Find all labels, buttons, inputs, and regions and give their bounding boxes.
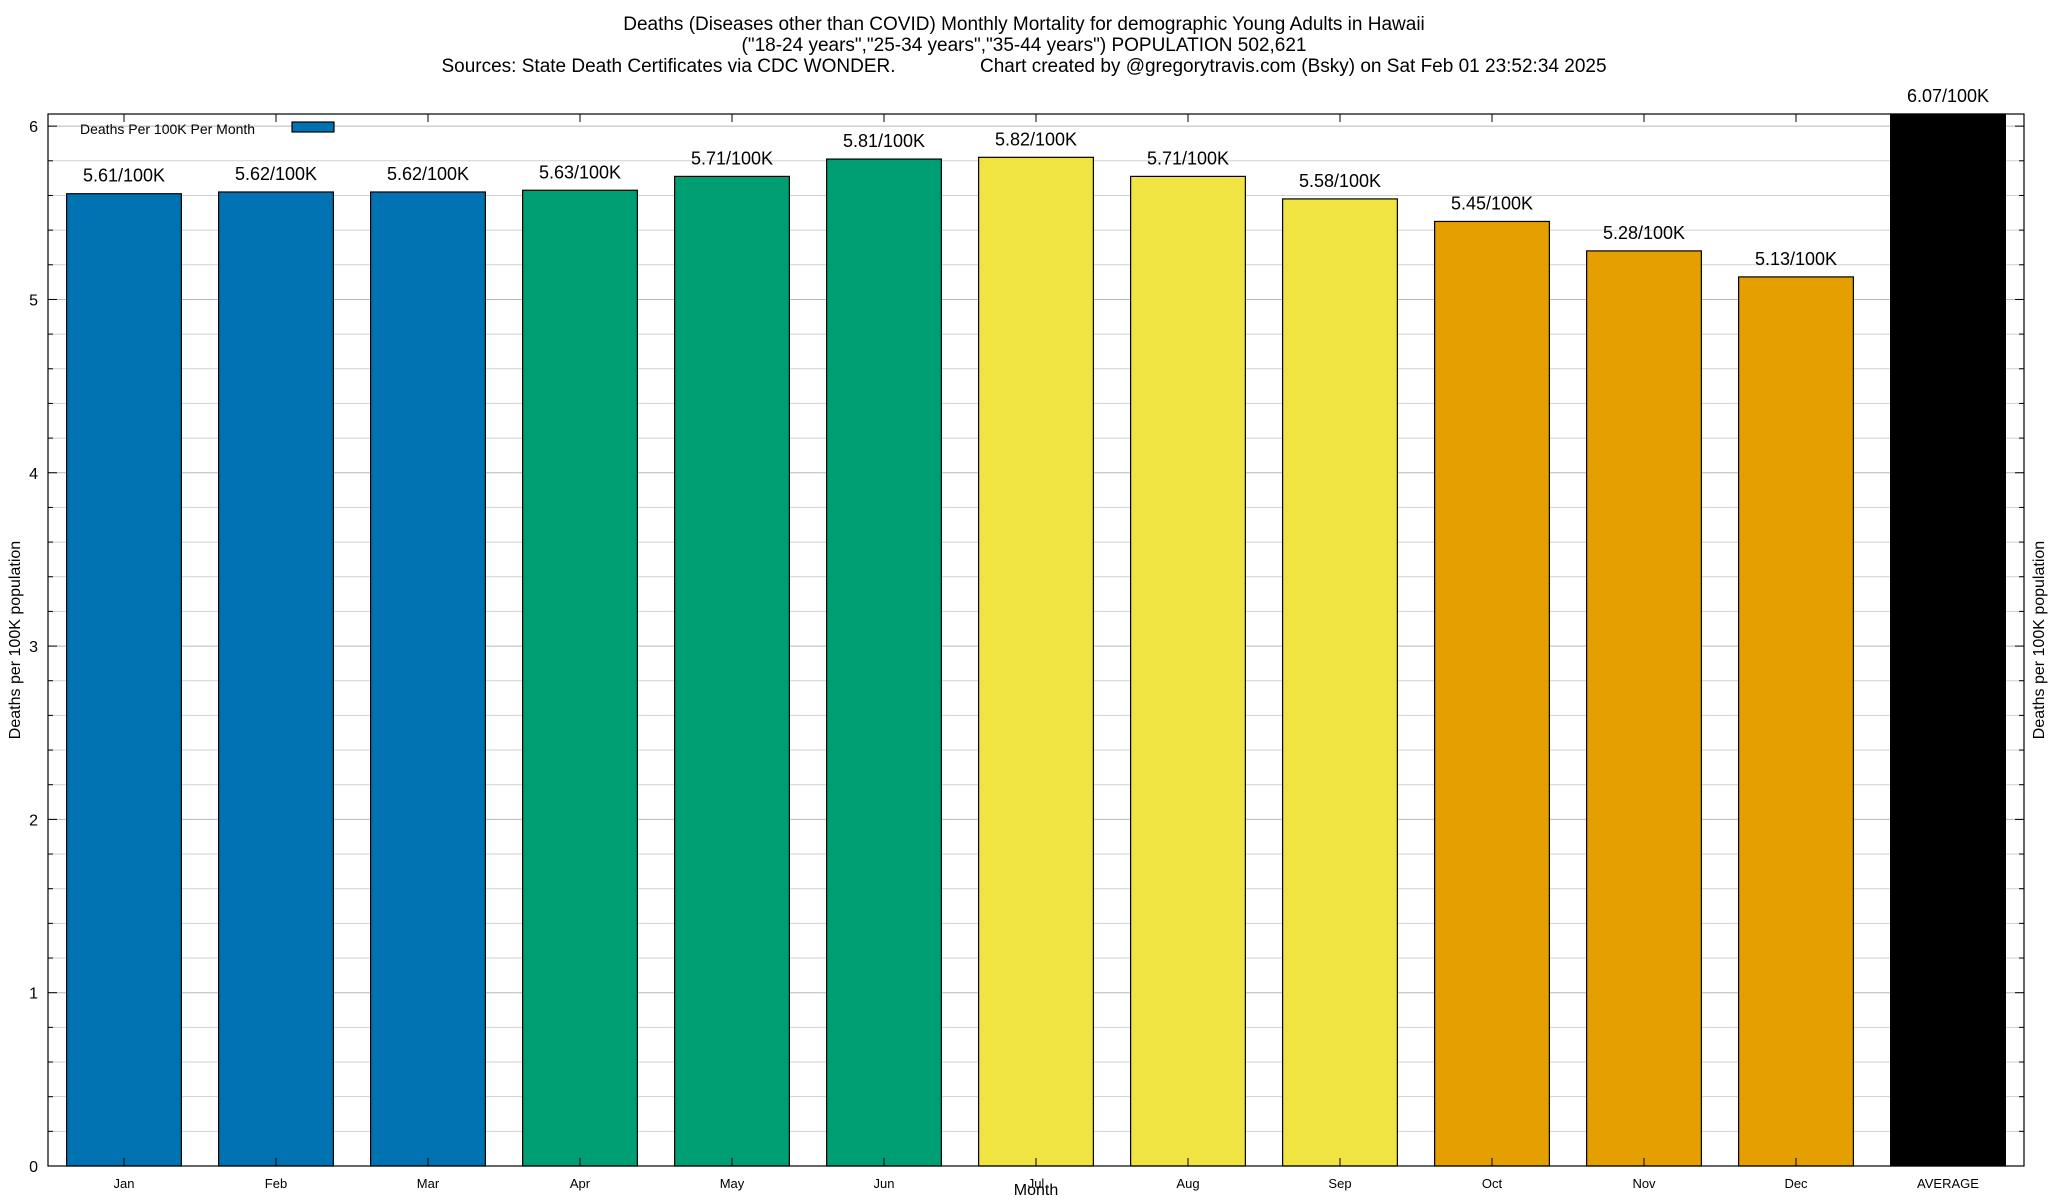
data-label: 5.71/100K	[1147, 148, 1229, 168]
x-tick-label: Jun	[874, 1176, 895, 1191]
bar-may	[674, 175, 790, 1167]
bar-jul	[978, 156, 1094, 1167]
bar-apr	[522, 189, 638, 1167]
y-tick-label: 0	[29, 1159, 38, 1176]
data-label: 5.45/100K	[1451, 193, 1533, 213]
data-label: 5.61/100K	[83, 166, 165, 186]
bar-sep	[1282, 198, 1398, 1167]
y-tick-label: 5	[29, 292, 38, 309]
bar-jan	[66, 193, 182, 1167]
data-label: 5.62/100K	[387, 164, 469, 184]
y2-axis-title: Deaths per 100K population	[2031, 541, 2048, 739]
y-tick-label: 4	[29, 466, 38, 483]
data-label: 5.28/100K	[1603, 223, 1685, 243]
title-line-1: Deaths (Diseases other than COVID) Month…	[623, 14, 1425, 35]
x-tick-label: Sep	[1328, 1176, 1351, 1191]
y-tick-label: 3	[29, 639, 38, 656]
axis-ticks	[48, 114, 2024, 1166]
x-tick-label: AVERAGE	[1917, 1176, 1979, 1191]
data-label: 5.71/100K	[691, 148, 773, 168]
y-tick-label: 1	[29, 986, 38, 1003]
bar-dec	[1738, 276, 1854, 1167]
x-tick-label: Dec	[1784, 1176, 1808, 1191]
data-label: 5.82/100K	[995, 129, 1077, 149]
data-label: 5.81/100K	[843, 131, 925, 151]
x-tick-label: Feb	[265, 1176, 287, 1191]
x-tick-label: Jul	[1028, 1176, 1045, 1191]
x-axis-tick-labels: Jan Feb Mar Apr May Jun Jul Aug Sep Oct Nov Dec AVER…	[114, 1176, 1980, 1191]
y-tick-label: 6	[29, 119, 38, 136]
x-tick-label: Oct	[1482, 1176, 1503, 1191]
bar-aug	[1130, 175, 1246, 1167]
chart-title: Deaths (Diseases other than COVID) Month…	[441, 14, 1606, 77]
data-label: 5.13/100K	[1755, 249, 1837, 269]
data-label: 6.07/100K	[1907, 86, 1989, 106]
x-tick-label: Apr	[570, 1176, 591, 1191]
y-axis-title: Deaths per 100K population	[7, 541, 24, 739]
bar-nov	[1586, 250, 1702, 1167]
title-line-2: ("18-24 years","25-34 years","35-44 year…	[742, 35, 1307, 56]
legend-swatch	[291, 121, 335, 133]
data-label: 5.62/100K	[235, 164, 317, 184]
legend: Deaths Per 100K Per Month	[80, 121, 335, 137]
legend-label: Deaths Per 100K Per Month	[80, 121, 255, 137]
bars	[66, 113, 2006, 1167]
x-tick-label: Jan	[114, 1176, 135, 1191]
title-line-3: Sources: State Death Certificates via CD…	[441, 56, 1606, 77]
bar-mar	[370, 191, 486, 1167]
bar-average	[1890, 113, 2006, 1167]
data-label: 5.63/100K	[539, 162, 621, 182]
x-tick-label: Aug	[1176, 1176, 1199, 1191]
data-labels: 5.61/100K 5.62/100K 5.62/100K 5.63/100K 5.71…	[83, 86, 1989, 269]
data-label: 5.58/100K	[1299, 171, 1381, 191]
x-tick-label: Nov	[1632, 1176, 1656, 1191]
x-tick-label: Mar	[417, 1176, 440, 1191]
bar-oct	[1434, 220, 1550, 1167]
x-axis-title: Month	[1014, 1182, 1058, 1199]
bar-feb	[218, 191, 334, 1167]
bar-jun	[826, 158, 942, 1167]
x-tick-label: May	[720, 1176, 745, 1191]
y-tick-label: 2	[29, 812, 38, 829]
y-axis-tick-labels: 0 1 2 3 4 5 6	[29, 119, 38, 1176]
